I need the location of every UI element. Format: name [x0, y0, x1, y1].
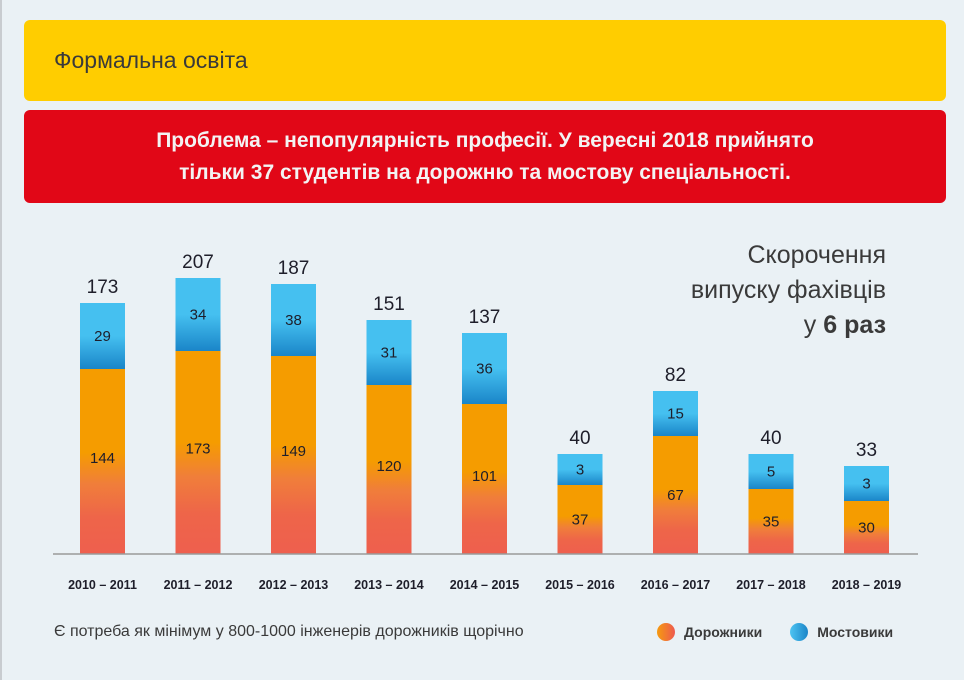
legend-item-bridge: Мостовики [790, 623, 893, 641]
data-label-bridge: 29 [94, 328, 111, 345]
data-label-total: 173 [87, 277, 119, 298]
x-tick-label: 2011 – 2012 [164, 578, 233, 592]
x-tick-label: 2018 – 2019 [832, 578, 902, 592]
data-label-road: 37 [572, 512, 589, 529]
section-title: Формальна освіта [54, 47, 248, 73]
problem-line-2: тільки 37 студентів на дорожню та мостов… [179, 160, 791, 184]
footnote: Є потреба як мінімум у 800-1000 інженері… [54, 623, 524, 640]
data-label-bridge: 5 [767, 464, 775, 481]
decline-callout: Скорочення випуску фахівців у 6 раз [691, 238, 886, 343]
bar-road-segment [80, 369, 125, 554]
bar-road-segment [748, 489, 794, 554]
data-label-bridge: 36 [476, 361, 493, 378]
bar-bridge-segment [844, 466, 889, 501]
bar-bridge-segment [80, 303, 125, 369]
problem-line-1: Проблема – непопулярність професії. У ве… [156, 128, 814, 152]
x-tick-label: 2015 – 2016 [545, 578, 615, 592]
problem-banner: Проблема – непопулярність професії. У ве… [24, 110, 946, 203]
bar-bridge-segment [175, 278, 221, 351]
bar-road-segment [653, 436, 698, 554]
callout-prefix: у [803, 311, 824, 339]
data-label-bridge: 3 [576, 462, 584, 479]
bar-bridge-segment [271, 284, 316, 356]
x-tick-label: 2014 – 2015 [450, 578, 520, 592]
data-label-road: 173 [185, 440, 210, 457]
data-label-total: 207 [182, 252, 214, 273]
legend: Дорожники Мостовики [657, 623, 921, 641]
bar-bridge-segment [366, 320, 412, 385]
callout-line-3: у 6 раз [691, 308, 886, 343]
bar-bridge-segment [748, 454, 794, 489]
section-banner: Формальна освіта [24, 20, 946, 101]
data-label-road: 30 [858, 520, 875, 537]
bar-bridge-segment [557, 454, 603, 485]
data-label-total: 40 [569, 428, 590, 449]
callout-line-1: Скорочення [747, 241, 886, 269]
legend-label-bridge: Мостовики [817, 624, 894, 640]
data-label-road: 144 [90, 450, 115, 467]
x-tick-label: 2016 – 2017 [641, 578, 711, 592]
data-label-road: 35 [763, 514, 780, 531]
bar-road-segment [844, 501, 889, 554]
data-label-total: 82 [665, 365, 686, 386]
bar-road-segment [366, 385, 412, 554]
callout-emphasis: 6 раз [823, 311, 886, 339]
data-label-bridge: 38 [285, 312, 302, 329]
data-label-total: 187 [278, 258, 310, 279]
bar-bridge-segment [462, 333, 507, 404]
x-tick-label: 2013 – 2014 [354, 578, 424, 592]
bar-bridge-segment [653, 391, 698, 436]
x-tick-label: 2010 – 2011 [68, 578, 137, 592]
data-label-road: 67 [667, 487, 684, 504]
bars-group [80, 278, 889, 554]
bar-road-segment [175, 351, 221, 554]
data-label-total: 40 [760, 428, 781, 449]
callout-line-2: випуску фахівців [690, 276, 886, 304]
data-label-road: 120 [376, 458, 401, 475]
data-label-road: 101 [472, 468, 497, 485]
data-label-bridge: 31 [381, 345, 398, 362]
data-label-road: 149 [281, 443, 306, 460]
data-label-total: 151 [373, 294, 405, 315]
data-label-bridge: 34 [190, 307, 207, 324]
data-label-total: 137 [469, 307, 501, 328]
x-tick-label: 2017 – 2018 [736, 578, 806, 592]
x-tick-label: 2012 – 2013 [259, 578, 329, 592]
bar-road-segment [557, 485, 603, 554]
data-label-bridge: 15 [667, 406, 684, 423]
legend-item-road: Дорожники [657, 623, 762, 641]
data-label-total: 33 [856, 440, 877, 461]
bar-road-segment [271, 356, 316, 554]
bar-road-segment [462, 404, 507, 554]
legend-swatch-bridge-icon [790, 623, 809, 641]
data-label-bridge: 3 [862, 476, 870, 493]
labels-group: 144 29 173 2010 – 2011 173 34 207 2011 – 2012 14… [68, 252, 901, 592]
legend-label-road: Дорожники [684, 624, 763, 640]
legend-swatch-road-icon [657, 623, 675, 641]
